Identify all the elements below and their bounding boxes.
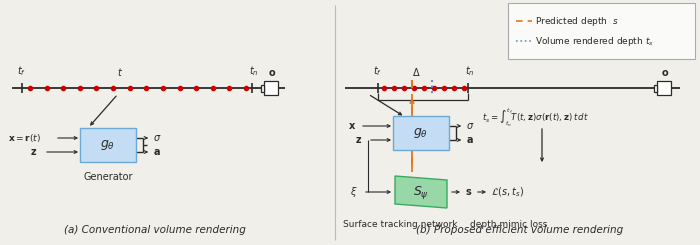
Text: $g_\theta$: $g_\theta$: [414, 126, 428, 140]
Text: o: o: [662, 68, 668, 78]
Text: $t$: $t$: [117, 66, 123, 78]
Text: o: o: [269, 68, 275, 78]
Text: $\mathbf{a}$: $\mathbf{a}$: [466, 135, 474, 145]
Text: Surface tracking network: Surface tracking network: [343, 220, 457, 229]
Text: $\mathbf{a}$: $\mathbf{a}$: [153, 147, 161, 157]
Text: $\mathbf{x} = \mathbf{r}(t)$: $\mathbf{x} = \mathbf{r}(t)$: [8, 132, 41, 144]
FancyBboxPatch shape: [264, 81, 278, 95]
Text: $\mathbf{z}$: $\mathbf{z}$: [355, 135, 362, 145]
Text: Predicted depth  $s$: Predicted depth $s$: [535, 14, 619, 27]
Polygon shape: [395, 176, 447, 208]
Text: $t_f$: $t_f$: [374, 64, 382, 78]
Text: $g_\theta$: $g_\theta$: [100, 138, 116, 152]
Text: $\mathbf{x}$: $\mathbf{x}$: [348, 121, 356, 131]
Text: $\xi$: $\xi$: [350, 185, 358, 199]
Text: Volume rendered depth $t_s$: Volume rendered depth $t_s$: [535, 35, 654, 48]
Text: $t_n$: $t_n$: [466, 64, 475, 78]
Text: $\sigma$: $\sigma$: [466, 121, 475, 131]
FancyBboxPatch shape: [657, 81, 671, 95]
Text: Generator: Generator: [83, 172, 133, 182]
Text: $\mathbf{s}$: $\mathbf{s}$: [465, 187, 472, 197]
FancyBboxPatch shape: [261, 85, 264, 92]
Text: $S_\psi$: $S_\psi$: [413, 184, 429, 200]
Text: $t_f$: $t_f$: [18, 64, 27, 78]
FancyBboxPatch shape: [393, 116, 449, 150]
FancyBboxPatch shape: [80, 128, 136, 162]
FancyBboxPatch shape: [508, 3, 695, 59]
Text: $\Delta$: $\Delta$: [412, 66, 420, 78]
Text: $t_n$: $t_n$: [249, 64, 259, 78]
FancyBboxPatch shape: [654, 85, 657, 92]
Text: $\mathcal{L}(s, t_s)$: $\mathcal{L}(s, t_s)$: [491, 185, 524, 199]
Text: $\sigma$: $\sigma$: [153, 133, 162, 143]
Text: depth mimic loss: depth mimic loss: [470, 220, 547, 229]
Text: (a) Conventional volume rendering: (a) Conventional volume rendering: [64, 225, 246, 235]
Text: $t_s = \int_{t_n}^{t_f} T(t,\mathbf{z})\sigma(\mathbf{r}(t),\mathbf{z})\,t\,dt$: $t_s = \int_{t_n}^{t_f} T(t,\mathbf{z})\…: [482, 107, 589, 129]
Text: (b) Proposed efficient volume rendering: (b) Proposed efficient volume rendering: [416, 225, 624, 235]
Text: $\mathbf{z}$: $\mathbf{z}$: [30, 147, 37, 157]
